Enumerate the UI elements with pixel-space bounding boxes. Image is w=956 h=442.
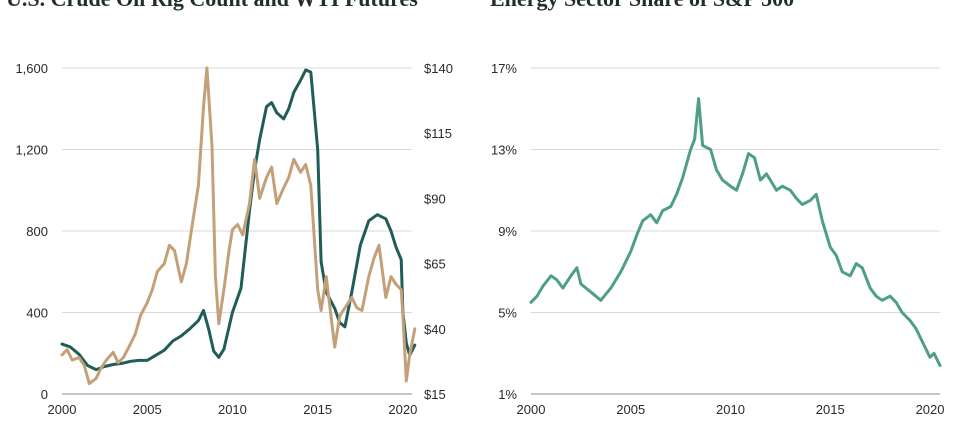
right-y-tick-label: $90 [424,191,446,206]
left-x-tick-label: 2010 [218,402,247,417]
left-chart-title: U.S. Crude Oil Rig Count and WTI Futures [6,0,418,12]
left-x-tick-label: 2005 [133,402,162,417]
right-chart-x-tick-label: 2005 [616,402,645,417]
right-chart-x-tick-label: 2020 [916,402,945,417]
right-y-tick-label: $15 [424,387,446,402]
right-y-tick-label: $40 [424,322,446,337]
right-chart-title: Energy Sector Share of S&P 500 [490,0,794,12]
left-x-tick-label: 2000 [48,402,77,417]
rig-count-line [60,68,417,372]
right-chart-x-tick-label: 2000 [517,402,546,417]
left-y-tick-label: 0 [41,387,48,402]
right-chart-y-tick-label: 1% [498,387,517,402]
right-chart-x-tick-label: 2010 [716,402,745,417]
right-y-tick-label: $115 [424,126,452,141]
right-chart-y-tick-label: 17% [491,61,517,76]
right-y-tick-label: $65 [424,257,446,272]
left-y-tick-label: 1,200 [15,143,48,158]
right-chart-y-tick-label: 9% [498,224,517,239]
wti-futures-line [60,66,417,386]
left-x-tick-label: 2015 [303,402,332,417]
energy-share-line [529,97,942,367]
right-chart-x-tick-label: 2015 [816,402,845,417]
left-y-tick-label: 400 [26,306,48,321]
left-x-tick-label: 2020 [388,402,417,417]
right-y-tick-label: $140 [424,61,453,76]
right-chart-y-tick-label: 5% [498,306,517,321]
left-y-tick-label: 1,600 [15,61,48,76]
left-y-tick-label: 800 [26,224,48,239]
right-chart-y-tick-label: 13% [491,143,517,158]
